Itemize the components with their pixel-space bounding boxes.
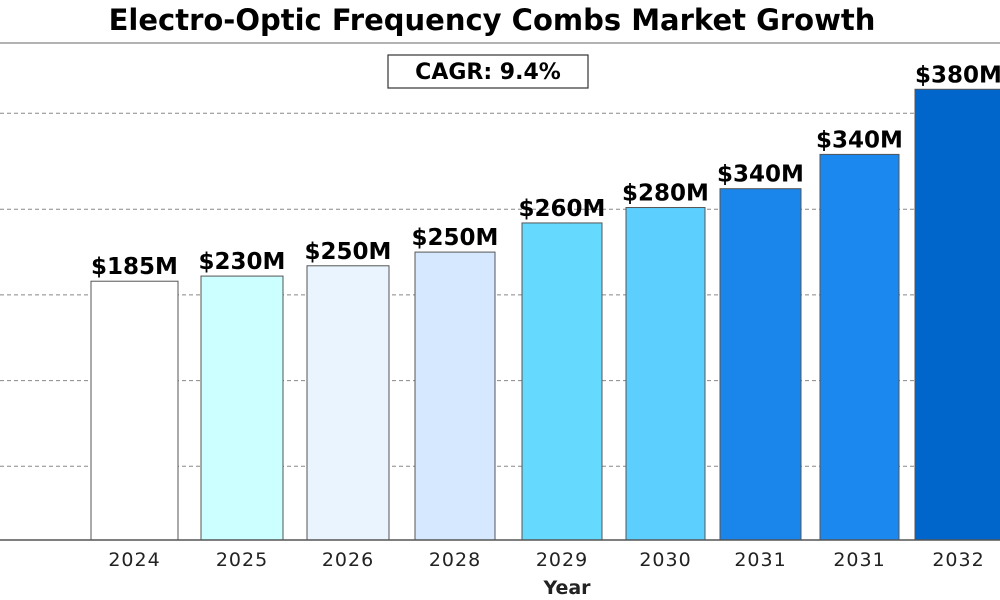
bar-2032 xyxy=(914,88,1000,541)
data-label: $250M xyxy=(305,239,392,265)
x-tick-label: 2031 xyxy=(833,549,885,571)
chart-title: Electro-Optic Frequency Combs Market Gro… xyxy=(109,3,876,37)
x-tick-label: 2031 xyxy=(734,549,786,571)
data-label: $185M xyxy=(91,254,178,280)
x-tick-label: 2028 xyxy=(429,549,481,571)
cagr-annotation: CAGR: 9.4% xyxy=(387,54,589,89)
data-label: $230M xyxy=(199,249,286,275)
data-label: $280M xyxy=(622,181,709,207)
data-label: $340M xyxy=(816,127,903,153)
bar-2028 xyxy=(414,251,496,541)
bar-2029 xyxy=(521,222,603,541)
data-label: $340M xyxy=(717,162,804,188)
x-tick-label: 2025 xyxy=(216,549,268,571)
x-tick-label: 2026 xyxy=(322,549,374,571)
data-label: $380M xyxy=(915,62,1000,88)
bar-2026 xyxy=(306,265,390,541)
bar-2031 xyxy=(819,153,900,541)
bar-2025 xyxy=(200,275,284,541)
cagr-text: CAGR: 9.4% xyxy=(415,60,561,85)
x-axis-label: Year xyxy=(542,577,591,599)
data-label: $250M xyxy=(412,225,499,251)
x-tick-label: 2024 xyxy=(108,549,160,571)
bar-2031 xyxy=(719,188,802,541)
x-tick-label: 2030 xyxy=(639,549,691,571)
bar-2030 xyxy=(625,207,706,541)
x-tick-label: 2032 xyxy=(932,549,984,571)
bar-2024 xyxy=(90,280,179,541)
data-label: $260M xyxy=(519,196,606,222)
x-tick-label: 2029 xyxy=(536,549,588,571)
